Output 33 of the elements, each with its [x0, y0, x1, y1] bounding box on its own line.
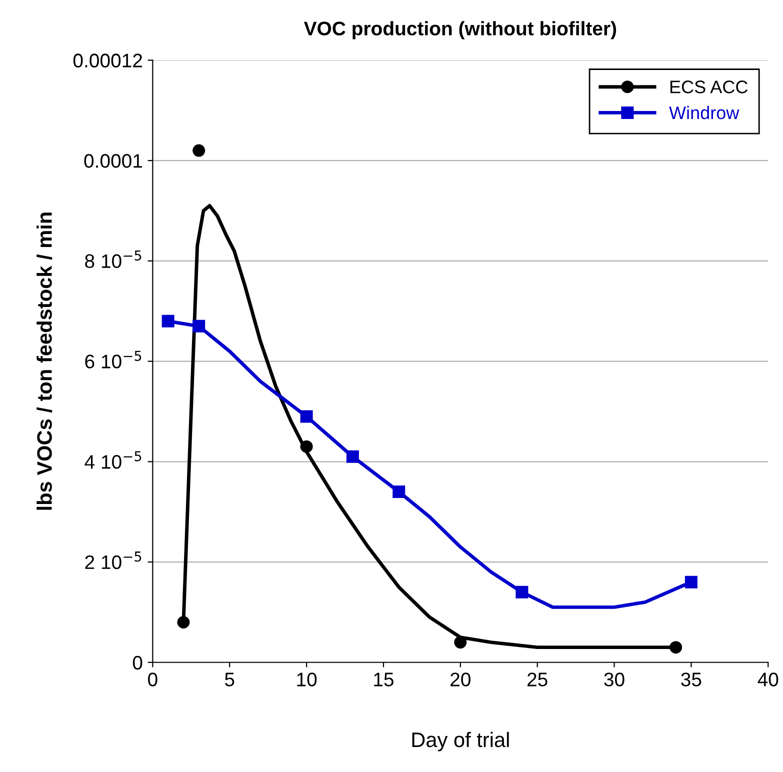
point: [670, 641, 682, 654]
y-tick-label: 8 10$^{−5}$: [85, 250, 142, 268]
chart-title: VOC production (without biofilter): [304, 21, 616, 40]
x-tick-label: 10: [297, 672, 317, 686]
x-tick-label: 0: [148, 672, 158, 686]
point: [192, 144, 206, 157]
point: [684, 576, 698, 588]
y-tick-label: 0.00012: [73, 54, 142, 68]
point: [392, 486, 406, 498]
y-tick-label: 0: [132, 656, 142, 670]
point: [300, 440, 313, 453]
y-tick-label: 4 10$^{−5}$: [84, 451, 142, 469]
point: [300, 410, 313, 423]
x-tick-label: 25: [528, 672, 548, 686]
point: [346, 450, 359, 463]
point: [177, 616, 190, 628]
x-tick-label: 30: [604, 672, 624, 686]
x-tick-label: 15: [374, 672, 394, 686]
y-tick-label: 2 10$^{−5}$: [85, 552, 142, 570]
x-tick-label: 35: [681, 672, 702, 686]
point: [192, 320, 206, 332]
legend-label: ECS ACC: [670, 80, 748, 94]
x-tick-label: 20: [450, 672, 470, 686]
point: [454, 636, 467, 649]
y-axis-title: lbs VOCs / ton feedstock / min: [36, 212, 52, 510]
x-tick-label: 5: [224, 672, 234, 686]
y-tick-label: 6 10$^{−5}$: [85, 350, 142, 368]
legend-label: Windrow: [669, 106, 740, 120]
x-tick-label: 40: [758, 672, 778, 686]
point: [162, 314, 174, 328]
x-axis-title: Day of trial: [412, 732, 509, 752]
point: [516, 586, 528, 598]
y-tick-label: 0.0001: [84, 154, 142, 168]
